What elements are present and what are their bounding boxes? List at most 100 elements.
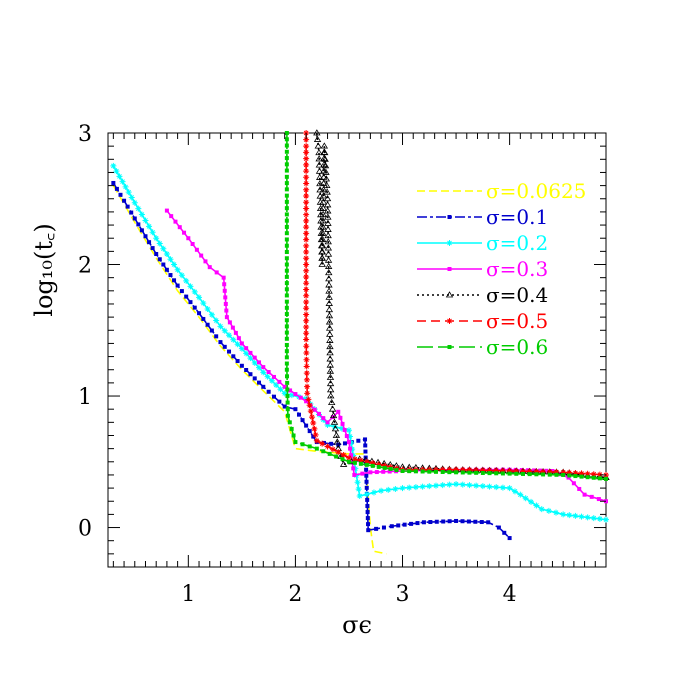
data-point xyxy=(567,473,572,478)
data-point xyxy=(285,374,290,379)
data-point xyxy=(324,225,332,232)
data-point xyxy=(311,425,318,432)
data-point xyxy=(293,407,298,412)
data-point xyxy=(203,259,208,264)
data-point xyxy=(364,485,369,490)
data-point xyxy=(545,507,552,514)
data-point xyxy=(381,525,386,530)
data-point xyxy=(110,162,117,169)
data-point xyxy=(507,471,512,476)
data-point xyxy=(284,318,289,323)
legend-label: σ=0.6 xyxy=(486,335,548,359)
data-point xyxy=(582,492,587,497)
data-point xyxy=(323,181,331,189)
data-point xyxy=(284,212,289,217)
data-point xyxy=(311,434,316,439)
data-point xyxy=(303,205,310,212)
data-point xyxy=(486,467,493,474)
data-point xyxy=(284,330,289,335)
data-point xyxy=(200,300,207,307)
data-point xyxy=(374,526,379,531)
data-point xyxy=(499,467,506,474)
data-point xyxy=(293,392,298,397)
data-point xyxy=(321,449,326,454)
data-point xyxy=(319,223,327,230)
data-point xyxy=(248,372,253,377)
data-point xyxy=(321,155,329,162)
data-point xyxy=(363,458,370,465)
data-point xyxy=(326,373,335,380)
data-point xyxy=(440,469,445,474)
data-point xyxy=(540,468,547,475)
data-point xyxy=(604,476,608,481)
data-point xyxy=(303,168,310,175)
data-point xyxy=(125,189,132,196)
data-point xyxy=(603,516,609,523)
data-point xyxy=(352,460,357,465)
data-point xyxy=(528,498,535,505)
data-point xyxy=(296,412,301,417)
data-point xyxy=(396,523,401,528)
data-point xyxy=(129,210,134,215)
data-point xyxy=(378,487,385,494)
data-point xyxy=(227,320,232,325)
data-point xyxy=(303,349,310,356)
data-point xyxy=(324,213,332,220)
legend-marker xyxy=(447,345,452,349)
data-point xyxy=(413,469,418,474)
data-point xyxy=(336,442,341,447)
data-point xyxy=(388,466,393,471)
data-point xyxy=(319,210,327,218)
data-point xyxy=(113,168,120,175)
y-tick-label: 1 xyxy=(78,385,92,410)
data-point xyxy=(324,207,332,214)
data-point xyxy=(264,373,271,380)
data-point xyxy=(572,470,579,477)
data-point xyxy=(143,234,148,239)
data-point xyxy=(321,148,329,156)
data-point xyxy=(364,462,369,467)
data-point xyxy=(447,519,452,524)
data-point xyxy=(244,367,249,372)
data-point xyxy=(289,426,294,431)
data-point xyxy=(315,173,324,180)
data-point xyxy=(432,482,439,489)
data-point xyxy=(597,476,602,481)
data-point xyxy=(222,288,227,293)
data-point xyxy=(284,131,289,135)
data-point xyxy=(365,497,370,502)
data-point xyxy=(318,242,327,249)
data-point xyxy=(370,463,375,468)
data-point xyxy=(208,311,215,318)
data-point xyxy=(520,468,526,475)
data-point xyxy=(268,377,275,384)
data-point xyxy=(466,519,471,524)
data-point xyxy=(412,484,419,491)
data-point xyxy=(284,336,289,341)
data-point xyxy=(324,421,331,428)
data-point xyxy=(327,451,332,456)
data-point xyxy=(284,199,289,204)
data-point xyxy=(222,344,227,349)
data-point xyxy=(513,468,520,475)
data-point xyxy=(221,275,226,280)
data-point xyxy=(566,512,573,519)
legend-marker xyxy=(447,267,452,271)
data-point xyxy=(415,521,420,526)
legend-label: σ=0.2 xyxy=(486,231,548,255)
data-point xyxy=(303,323,310,330)
data-point xyxy=(303,280,310,287)
data-point xyxy=(303,286,310,293)
data-point xyxy=(244,346,249,351)
data-point xyxy=(260,369,267,376)
data-point xyxy=(284,349,289,354)
data-point xyxy=(223,301,228,306)
data-point xyxy=(324,231,332,239)
data-point xyxy=(363,443,368,448)
data-point xyxy=(122,198,127,203)
data-point xyxy=(330,418,339,425)
data-point xyxy=(327,398,336,406)
y-tick-label: 2 xyxy=(78,254,92,279)
data-point xyxy=(326,342,334,350)
